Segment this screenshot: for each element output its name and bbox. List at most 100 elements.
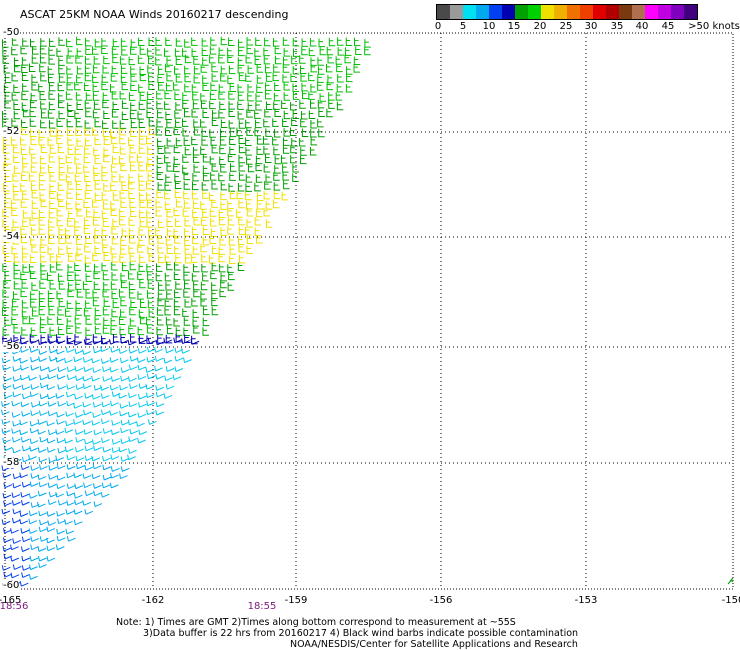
wind-barb: [74, 146, 82, 155]
wind-barb: [94, 192, 102, 201]
wind-barb: [4, 156, 12, 165]
wind-barb: [112, 192, 120, 201]
wind-barb: [74, 412, 84, 418]
wind-barb: [11, 46, 18, 56]
wind-barb: [173, 82, 180, 91]
wind-barb: [157, 82, 165, 91]
wind-barb: [20, 199, 28, 208]
wind-barb: [238, 172, 246, 181]
wind-barb: [74, 272, 82, 281]
wind-barb: [139, 136, 146, 145]
wind-barb: [166, 291, 173, 300]
wind-barb: [129, 261, 137, 271]
wind-barb: [84, 438, 93, 445]
wind-barb: [165, 366, 175, 372]
wind-barb: [237, 262, 245, 272]
wind-barb: [200, 298, 207, 307]
wind-barb: [30, 92, 38, 102]
wind-barb: [301, 38, 309, 47]
wind-barb: [112, 101, 120, 110]
wind-barb: [164, 154, 171, 164]
wind-barb: [2, 307, 9, 317]
wind-barb: [119, 126, 126, 136]
wind-barb: [30, 291, 37, 300]
wind-barb: [202, 327, 209, 336]
longitude-label: -165: [0, 595, 22, 606]
wind-barb: [101, 210, 109, 219]
wind-barb: [56, 528, 65, 535]
wind-barb: [13, 291, 20, 300]
wind-barb: [103, 55, 110, 65]
wind-barb: [66, 74, 74, 84]
colorbar-segment: [658, 5, 671, 19]
wind-barb: [290, 102, 297, 111]
wind-barb: [92, 338, 102, 345]
wind-barb: [84, 72, 92, 82]
wind-barb: [120, 375, 129, 382]
wind-barb: [155, 208, 163, 217]
wind-barb: [38, 356, 47, 362]
wind-barb: [120, 272, 127, 282]
wind-barb: [128, 245, 135, 254]
wind-barb: [191, 297, 198, 307]
wind-barb: [75, 281, 82, 290]
wind-barb: [37, 490, 47, 497]
wind-barb: [39, 91, 47, 101]
wind-barb: [119, 155, 126, 165]
wind-barb: [2, 383, 12, 390]
wind-barb: [92, 483, 102, 489]
wind-barb: [75, 437, 85, 443]
wind-barb: [111, 420, 120, 426]
wind-barb: [345, 37, 353, 47]
wind-barb: [211, 297, 218, 307]
wind-barb: [193, 119, 200, 128]
wind-barb: [40, 72, 47, 82]
wind-barb: [191, 190, 199, 200]
wind-barb: [156, 90, 163, 100]
wind-barb: [39, 63, 46, 73]
wind-barb: [219, 101, 226, 110]
wind-barb: [82, 473, 92, 479]
wind-barb: [192, 318, 200, 327]
note-line-3: NOAA/NESDIS/Center for Satellite Applica…: [290, 639, 578, 650]
wind-barb: [75, 307, 82, 316]
wind-barb: [4, 253, 12, 263]
wind-barb: [11, 500, 21, 506]
longitude-label: -156: [429, 595, 453, 606]
wind-barb: [119, 120, 127, 129]
wind-barb: [155, 46, 162, 56]
wind-barb: [273, 172, 280, 181]
wind-barb: [184, 246, 192, 255]
wind-barb: [245, 73, 252, 82]
wind-barb: [56, 411, 65, 418]
wind-barb: [101, 237, 109, 246]
wind-barb: [47, 429, 57, 436]
wind-barb: [38, 510, 47, 517]
wind-barb: [40, 109, 48, 119]
wind-barb: [155, 272, 163, 282]
wind-barb: [273, 182, 281, 191]
wind-barb: [58, 65, 65, 75]
wind-barb: [193, 65, 201, 75]
wind-barb: [202, 165, 210, 174]
wind-barb: [200, 119, 207, 128]
wind-barb: [2, 437, 11, 444]
wind-barb: [101, 45, 108, 55]
wind-barb: [291, 138, 298, 147]
wind-barb: [39, 436, 49, 443]
wind-barb: [121, 81, 129, 91]
wind-barb: [48, 306, 55, 316]
wind-barb: [317, 57, 324, 66]
wind-barb: [120, 199, 127, 208]
wind-barb: [93, 347, 102, 354]
latitude-label: -60: [3, 580, 20, 591]
wind-barb: [28, 528, 38, 534]
wind-barb: [20, 528, 30, 534]
wind-barb: [174, 180, 182, 190]
wind-barb: [274, 108, 281, 118]
wind-barb: [129, 154, 136, 163]
wind-barb: [201, 137, 208, 146]
wind-barb: [146, 100, 154, 109]
wind-barb: [110, 429, 120, 436]
wind-barb: [364, 46, 371, 56]
